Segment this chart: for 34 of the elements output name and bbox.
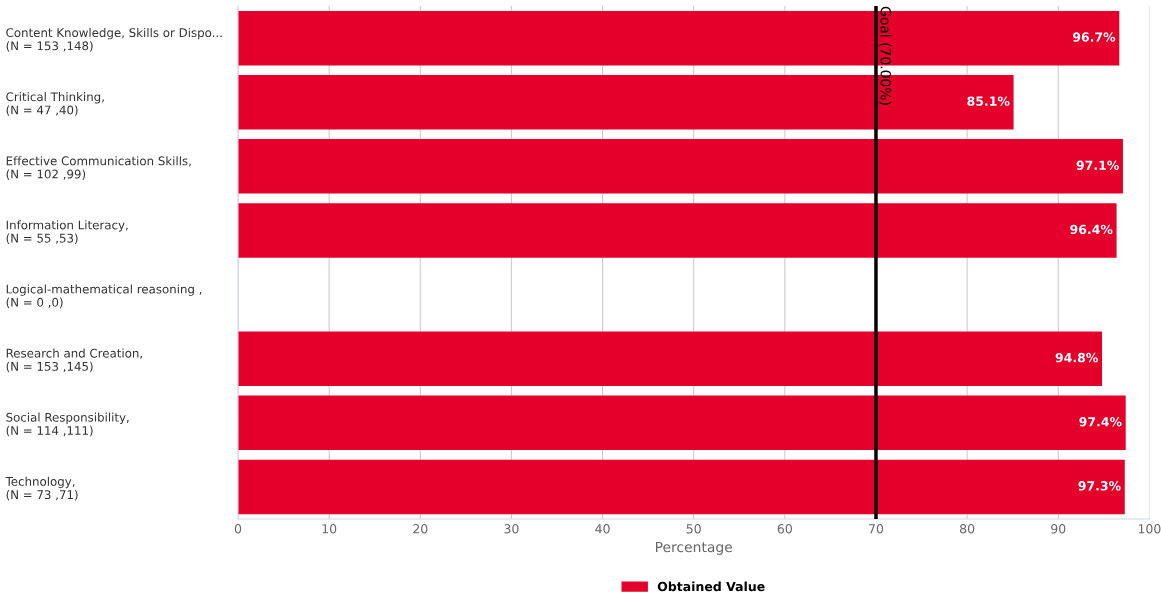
- bar: [238, 331, 1102, 386]
- bar: [238, 395, 1126, 451]
- x-axis-title: Percentage: [656, 541, 733, 555]
- y-tick-label: Logical-mathematical reasoning , (N = 0 ,0): [6, 284, 202, 309]
- y-tick-label: Content Knowledge, Skills or Dispo... (N = 153 ,148): [6, 27, 222, 52]
- x-tick-label: 100: [1138, 524, 1161, 534]
- bar: [238, 459, 1125, 515]
- x-tick-label: 90: [1051, 524, 1066, 534]
- data-label: 85.1%: [967, 96, 1010, 106]
- y-tick-label: Social Responsibility, (N = 114 ,111): [6, 412, 129, 437]
- data-label: 94.8%: [1055, 352, 1098, 363]
- data-label: 97.4%: [1079, 416, 1122, 427]
- x-tick-label: 30: [504, 524, 519, 534]
- x-tick-label: 40: [595, 524, 610, 534]
- x-tick-label: 50: [686, 524, 701, 534]
- y-tick-label: Critical Thinking, (N = 47 ,40): [6, 92, 104, 116]
- x-tick-label: 0: [234, 524, 242, 534]
- x-tick-label: 60: [777, 524, 792, 534]
- y-tick-label: Technology, (N = 73 ,71): [5, 476, 78, 501]
- x-tick-label: 70: [869, 524, 884, 534]
- x-tick-label: 80: [960, 524, 975, 534]
- x-tick-label: 20: [413, 524, 428, 534]
- data-label: 96.4%: [1070, 224, 1113, 235]
- bar: [238, 203, 1117, 258]
- x-tick-label: 10: [322, 524, 337, 534]
- bar: [238, 139, 1123, 194]
- data-label: 97.3%: [1078, 481, 1121, 491]
- ref-line-label: Goal (70.00%): [878, 6, 892, 105]
- y-tick-label: Information Literacy, (N = 55 ,53): [6, 220, 128, 245]
- data-label: 97.1%: [1076, 160, 1119, 170]
- y-tick-label: Effective Communication Skills, (N = 102 ,99): [6, 156, 191, 180]
- data-label: 96.7%: [1072, 32, 1116, 42]
- legend-label: Obtained Value: [657, 581, 765, 592]
- y-tick-label: Research and Creation, (N = 153 ,145): [6, 348, 142, 373]
